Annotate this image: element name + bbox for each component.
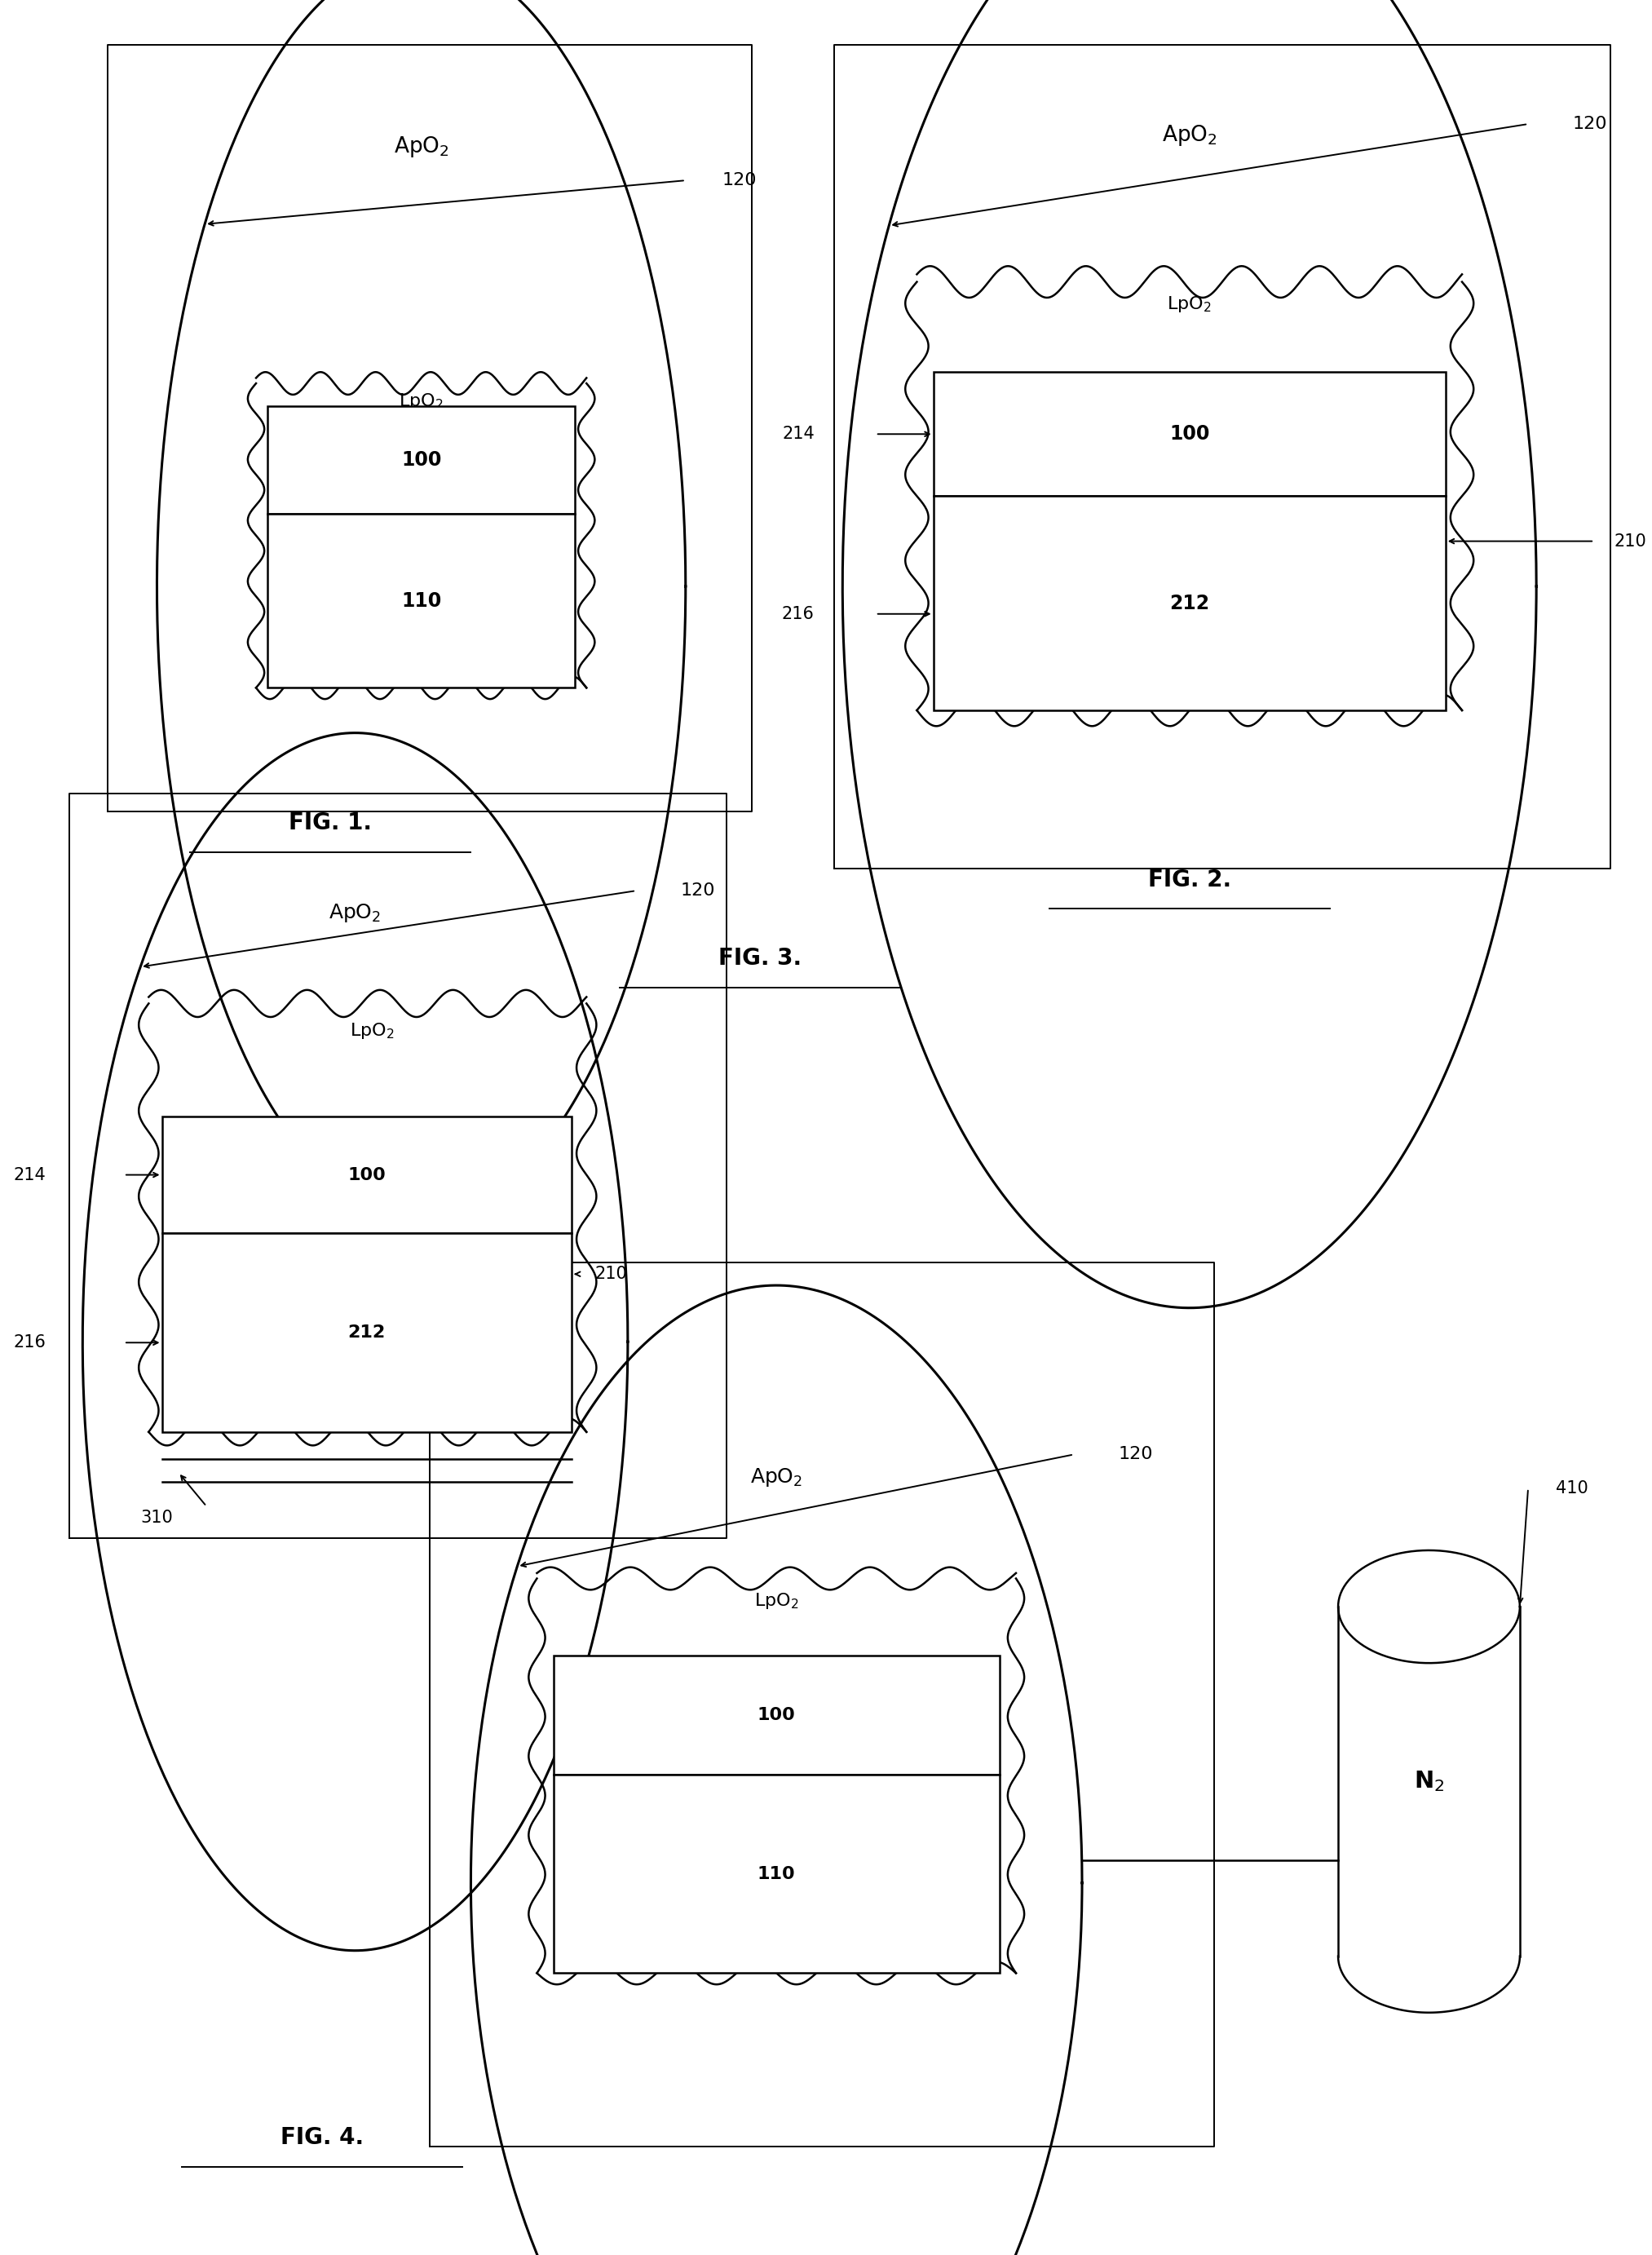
Bar	[933, 372, 1446, 496]
Bar	[162, 1233, 572, 1432]
Bar	[933, 496, 1446, 710]
Text: 212: 212	[1170, 593, 1209, 613]
Text: 310: 310	[140, 1509, 173, 1527]
Text: 100: 100	[401, 451, 441, 469]
Text: 214: 214	[13, 1166, 46, 1184]
Text: 100: 100	[1170, 424, 1209, 444]
Text: N$_2$: N$_2$	[1414, 1770, 1444, 1793]
Bar	[553, 1655, 999, 1775]
Text: 212: 212	[349, 1324, 385, 1342]
Text: 410: 410	[1556, 1479, 1589, 1497]
Text: LpO$_2$: LpO$_2$	[400, 392, 443, 410]
Text: FIG. 2.: FIG. 2.	[1148, 868, 1231, 891]
Text: LpO$_2$: LpO$_2$	[755, 1592, 798, 1610]
Text: LpO$_2$: LpO$_2$	[1168, 295, 1211, 313]
Text: ApO$_2$: ApO$_2$	[750, 1466, 803, 1488]
Text: 100: 100	[757, 1707, 796, 1723]
Bar	[268, 406, 575, 514]
Text: 216: 216	[13, 1335, 46, 1351]
Bar	[553, 1775, 999, 1973]
Text: FIG. 3.: FIG. 3.	[719, 947, 801, 970]
Text: FIG. 1.: FIG. 1.	[289, 812, 372, 834]
Text: 120: 120	[722, 171, 757, 189]
Bar	[268, 514, 575, 688]
Text: 216: 216	[781, 607, 814, 622]
Text: ApO$_2$: ApO$_2$	[329, 902, 382, 925]
Text: LpO$_2$: LpO$_2$	[350, 1022, 393, 1040]
Text: ApO$_2$: ApO$_2$	[393, 135, 449, 158]
Text: 120: 120	[1118, 1445, 1153, 1463]
Text: 120: 120	[681, 882, 715, 900]
Text: 210: 210	[595, 1265, 628, 1283]
Text: 100: 100	[347, 1166, 387, 1184]
Text: ApO$_2$: ApO$_2$	[1161, 124, 1218, 147]
Text: 214: 214	[781, 426, 814, 442]
Bar	[162, 1116, 572, 1233]
Text: 120: 120	[1573, 115, 1607, 133]
Text: 110: 110	[757, 1865, 796, 1883]
Text: 110: 110	[401, 591, 441, 611]
Text: FIG. 4.: FIG. 4.	[281, 2126, 363, 2149]
Text: 210: 210	[1614, 532, 1647, 550]
